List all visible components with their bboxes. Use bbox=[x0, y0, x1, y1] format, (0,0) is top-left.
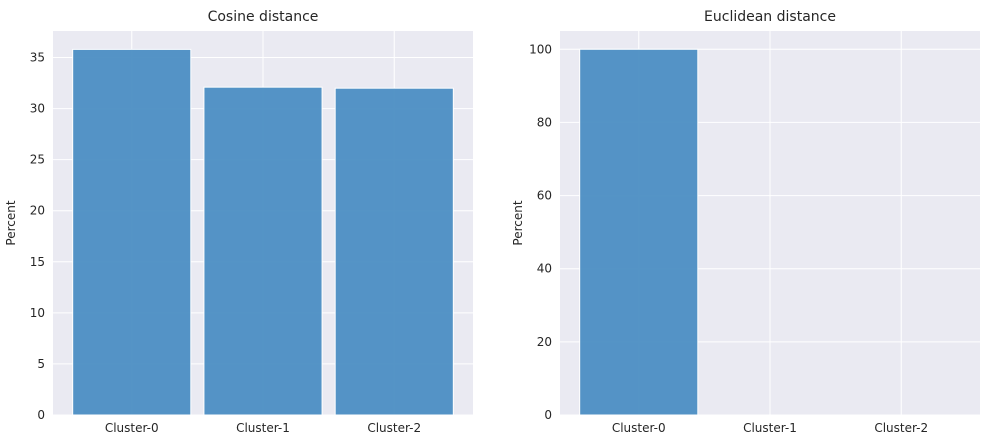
y-tick-label: 80 bbox=[537, 115, 552, 129]
y-tick-label: 0 bbox=[37, 408, 45, 422]
y-tick-label: 15 bbox=[30, 255, 45, 269]
y-tick-label: 30 bbox=[30, 102, 45, 116]
y-axis-label: Percent bbox=[4, 200, 18, 245]
y-tick-label: 10 bbox=[30, 306, 45, 320]
x-tick-label: Cluster-2 bbox=[874, 421, 928, 435]
euclidean-distance-chart: 0 20 40 60 80 100 Cluster-0 Cluster-1 Cluster-2 E… bbox=[511, 9, 980, 435]
x-tick-label: Cluster-0 bbox=[105, 421, 159, 435]
y-tick-label: 0 bbox=[544, 408, 552, 422]
y-tick-label: 35 bbox=[30, 51, 45, 65]
bar-cluster-0 bbox=[579, 48, 699, 416]
y-axis-label: Percent bbox=[511, 200, 525, 245]
x-tick-label: Cluster-0 bbox=[612, 421, 666, 435]
bar-cluster-1 bbox=[203, 86, 323, 416]
x-tick-label: Cluster-1 bbox=[743, 421, 797, 435]
x-tick-label: Cluster-2 bbox=[367, 421, 421, 435]
chart-title: Cosine distance bbox=[208, 9, 319, 25]
x-tick-label: Cluster-1 bbox=[236, 421, 290, 435]
bar-cluster-2 bbox=[334, 87, 454, 416]
chart-title: Euclidean distance bbox=[704, 9, 836, 25]
bar-cluster-0 bbox=[72, 48, 192, 416]
y-tick-label: 20 bbox=[30, 204, 45, 218]
y-tick-label: 100 bbox=[529, 42, 552, 56]
y-tick-label: 25 bbox=[30, 153, 45, 167]
y-tick-label: 60 bbox=[537, 189, 552, 203]
y-tick-label: 40 bbox=[537, 262, 552, 276]
y-tick-label: 5 bbox=[37, 357, 45, 371]
cosine-distance-chart: 0 5 10 15 20 25 30 35 Cluster-0 Cluster-1 Cluster-… bbox=[4, 9, 473, 435]
y-tick-label: 20 bbox=[537, 335, 552, 349]
